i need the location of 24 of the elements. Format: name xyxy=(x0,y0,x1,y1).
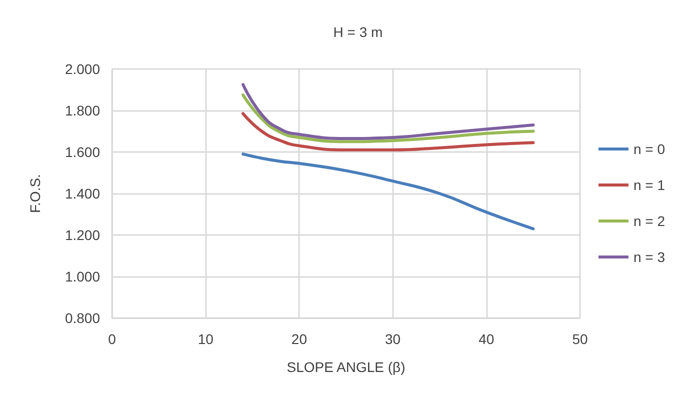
x-tick-label: 10 xyxy=(198,331,214,347)
x-tick-label: 50 xyxy=(572,331,588,347)
line-series xyxy=(242,152,535,230)
y-axis-title: F.O.S. xyxy=(27,174,43,213)
y-tick-label: 1.000 xyxy=(64,268,100,284)
y-tick-label: 1.200 xyxy=(64,227,100,243)
y-tick-label: 0.800 xyxy=(64,310,100,326)
y-tick-label: 2.000 xyxy=(64,61,100,77)
legend-label: n = 2 xyxy=(633,213,666,229)
y-tick-label: 1.600 xyxy=(64,144,100,160)
y-tick-label: 1.400 xyxy=(64,186,100,202)
legend-label: n = 3 xyxy=(633,249,666,265)
x-tick-label: 30 xyxy=(385,331,401,347)
x-axis-title: SLOPE ANGLE (β) xyxy=(286,359,406,375)
x-tick-label: 20 xyxy=(291,331,308,347)
line-series xyxy=(242,93,535,144)
y-tick-label: 1.800 xyxy=(64,102,100,118)
legend-label: n = 0 xyxy=(633,141,666,157)
legend-label: n = 1 xyxy=(633,177,666,193)
line-series xyxy=(242,83,535,140)
line-series xyxy=(242,112,535,152)
x-tick-label: 40 xyxy=(478,331,494,347)
chart-title: H = 3 m xyxy=(333,24,383,40)
x-tick-label: 0 xyxy=(108,331,116,347)
